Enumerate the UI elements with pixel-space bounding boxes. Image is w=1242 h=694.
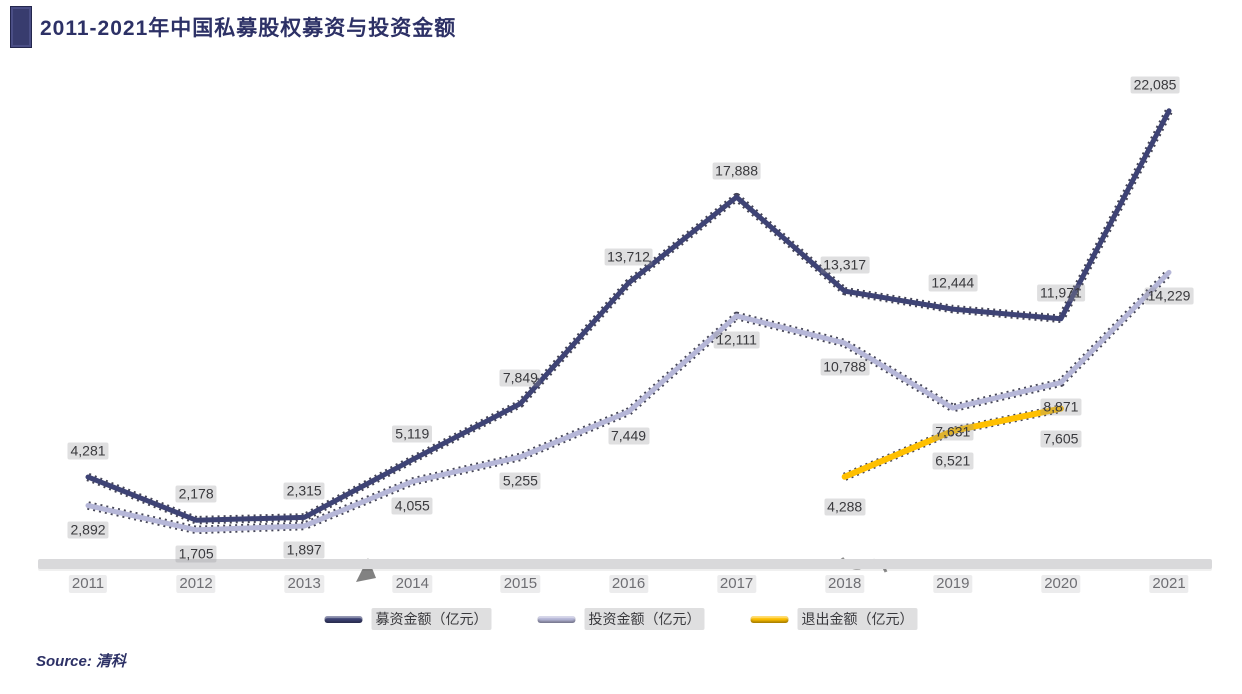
x-tick-2017: 2017 <box>716 575 757 593</box>
value-label: 4,288 <box>824 498 866 516</box>
value-label: 13,317 <box>820 256 870 274</box>
value-label: 8,871 <box>1040 398 1082 416</box>
fundraising-line-swatch <box>324 615 363 623</box>
value-label: 13,712 <box>604 248 653 266</box>
legend-label-exit: 退出金额（亿元） <box>797 608 918 630</box>
exit-line-swatch <box>750 615 789 623</box>
value-label: 12,111 <box>713 331 760 349</box>
ink-artifact <box>356 558 376 582</box>
investment-line-swatch <box>537 615 576 623</box>
x-tick-2020: 2020 <box>1041 575 1081 593</box>
chart-legend: 募资金额（亿元） 投资金额（亿元） 退出金额（亿元） <box>324 608 918 630</box>
x-tick-2012: 2012 <box>176 575 216 593</box>
source-name: 清科 <box>95 653 126 670</box>
x-tick-2016: 2016 <box>608 575 649 593</box>
value-label: 2,892 <box>67 521 109 539</box>
title-accent-bar <box>10 6 32 48</box>
legend-item-investment: 投资金额（亿元） <box>537 608 705 630</box>
value-label: 4,055 <box>391 497 433 515</box>
value-label: 2,178 <box>175 485 217 503</box>
value-label: 7,849 <box>499 369 541 387</box>
legend-item-fundraising: 募资金额（亿元） <box>324 608 492 630</box>
x-tick-2018: 2018 <box>825 575 865 593</box>
x-tick-2021: 2021 <box>1149 575 1189 593</box>
value-label: 2,315 <box>283 482 325 500</box>
title-block: 2011-2021年中国私募股权募资与投资金额 <box>10 6 456 48</box>
value-label: 4,281 <box>67 442 109 460</box>
chart-title: 2011-2021年中国私募股权募资与投资金额 <box>40 17 457 40</box>
x-tick-2019: 2019 <box>933 575 973 593</box>
value-label: 10,788 <box>820 358 870 376</box>
value-label: 7,449 <box>607 427 650 445</box>
value-label: 12,444 <box>928 274 978 292</box>
value-label: 1,897 <box>283 541 325 559</box>
value-label: 1,705 <box>175 545 217 563</box>
series-line-1 <box>85 269 1172 533</box>
value-label: 11,971 <box>1037 284 1085 302</box>
series-line-0 <box>85 108 1172 523</box>
x-tick-2014: 2014 <box>392 575 432 593</box>
x-tick-2013: 2013 <box>284 575 324 593</box>
value-label: 17,888 <box>712 162 762 180</box>
value-label: 5,119 <box>392 425 433 443</box>
value-label: 5,255 <box>499 472 541 490</box>
x-tick-2015: 2015 <box>500 575 541 593</box>
value-label: 7,605 <box>1040 430 1082 448</box>
value-label: 22,085 <box>1130 76 1180 94</box>
value-label: 14,229 <box>1144 287 1194 305</box>
legend-label-investment: 投资金额（亿元） <box>584 608 705 630</box>
x-tick-2011: 2011 <box>68 575 108 593</box>
source-prefix: Source: <box>36 653 92 670</box>
value-label: 7,631 <box>932 423 974 441</box>
source-note: Source: 清科 <box>36 650 130 671</box>
legend-item-exit: 退出金额（亿元） <box>750 608 918 630</box>
x-axis-line <box>38 559 1212 569</box>
value-label: 6,521 <box>932 452 974 470</box>
series-line-2 <box>841 405 1064 480</box>
legend-label-fundraising: 募资金额（亿元） <box>371 608 492 630</box>
